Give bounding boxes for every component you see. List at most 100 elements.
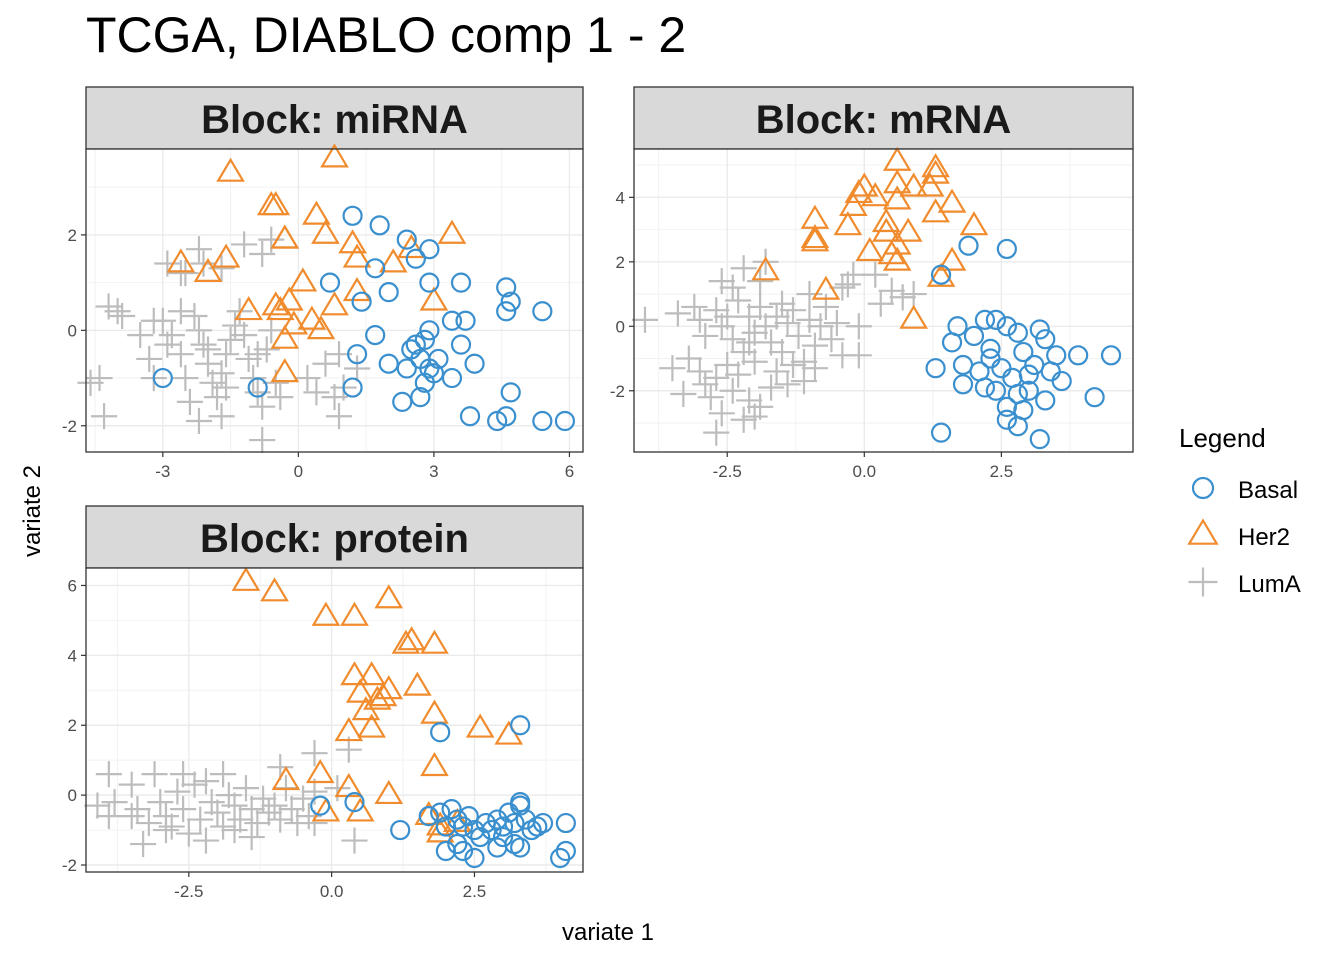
- panel-protein-strip: [85, 505, 584, 569]
- point-luma: [231, 322, 258, 349]
- point-luma: [769, 290, 796, 317]
- point-basal: [980, 348, 1001, 369]
- point-luma: [681, 293, 708, 320]
- point-luma: [818, 326, 845, 353]
- point-basal: [985, 380, 1007, 401]
- x-tick-label: -3: [155, 462, 170, 481]
- point-luma: [210, 813, 237, 840]
- point-luma: [703, 364, 730, 391]
- point-basal: [1007, 322, 1028, 343]
- point-her2: [166, 248, 196, 273]
- point-basal: [500, 382, 521, 403]
- point-luma: [290, 785, 317, 812]
- legend-key-her2: [1187, 518, 1219, 545]
- x-tick-label: 2.5: [990, 462, 1014, 481]
- point-basal: [430, 802, 451, 823]
- point-luma: [321, 384, 348, 411]
- point-basal: [1051, 370, 1072, 392]
- point-basal: [459, 406, 481, 427]
- point-basal: [555, 812, 576, 834]
- point-luma: [725, 361, 752, 388]
- point-basal: [952, 374, 974, 395]
- series-luma-protein: [84, 736, 368, 858]
- point-her2: [211, 243, 241, 268]
- point-luma: [659, 355, 686, 382]
- point-luma: [303, 379, 330, 406]
- point-basal: [487, 837, 508, 858]
- point-her2: [261, 291, 291, 316]
- point-luma: [823, 310, 850, 337]
- point-basal: [1035, 329, 1056, 350]
- point-her2: [357, 713, 386, 738]
- point-luma: [719, 377, 746, 404]
- point-basal: [980, 338, 1001, 359]
- legend-label-basal: Basal: [1238, 477, 1298, 504]
- point-luma: [796, 306, 823, 333]
- point-basal: [396, 229, 417, 250]
- point-basal: [930, 264, 952, 285]
- point-her2: [193, 257, 223, 282]
- legend-symbol-luma: [1188, 567, 1218, 597]
- point-luma: [181, 302, 208, 330]
- point-basal: [447, 809, 468, 830]
- point-luma: [867, 290, 894, 317]
- point-basal: [310, 795, 331, 816]
- point-basal: [1100, 345, 1122, 366]
- point-basal: [1029, 429, 1050, 450]
- point-luma: [149, 307, 176, 334]
- series-luma-mirna: [77, 226, 371, 454]
- point-her2: [271, 765, 301, 791]
- point-luma: [747, 293, 774, 320]
- point-basal: [365, 258, 386, 279]
- point-luma: [232, 775, 260, 802]
- point-luma: [244, 810, 271, 837]
- point-luma: [147, 789, 174, 816]
- point-luma: [807, 313, 834, 340]
- point-her2: [340, 661, 369, 686]
- point-luma: [227, 806, 254, 833]
- point-her2: [397, 626, 426, 651]
- panel-mirna-points: [77, 143, 576, 454]
- point-luma: [258, 317, 285, 344]
- point-her2: [216, 157, 245, 182]
- point-luma: [889, 284, 916, 311]
- point-luma: [675, 345, 702, 372]
- point-luma: [238, 796, 265, 823]
- point-basal: [1084, 387, 1105, 408]
- legend-symbol-her2: [1187, 518, 1219, 545]
- panel-mrna-border: [633, 148, 1134, 453]
- point-luma: [210, 761, 237, 788]
- point-basal: [390, 819, 411, 841]
- point-luma: [741, 348, 768, 375]
- point-luma: [267, 384, 294, 411]
- legend-title: Legend: [1179, 423, 1266, 453]
- point-luma: [730, 255, 757, 282]
- point-basal: [365, 324, 386, 346]
- point-luma: [763, 358, 790, 385]
- point-basal: [985, 309, 1007, 330]
- point-luma: [325, 403, 353, 430]
- point-luma: [172, 364, 199, 392]
- series-her2-mrna: [751, 146, 989, 329]
- point-luma: [250, 785, 277, 812]
- point-her2: [877, 240, 907, 265]
- point-luma: [95, 761, 122, 788]
- x-tick-label: 3: [429, 462, 438, 481]
- point-luma: [221, 817, 248, 844]
- point-luma: [344, 355, 371, 382]
- point-her2: [420, 699, 449, 724]
- point-basal: [996, 316, 1017, 337]
- point-luma: [796, 281, 823, 308]
- point-her2: [465, 713, 495, 738]
- point-basal: [405, 248, 426, 269]
- point-her2: [302, 200, 331, 225]
- point-basal: [996, 238, 1017, 260]
- panel-mrna-axes: -2.5 0.0 2.5 -2 0 2 4: [610, 188, 1013, 481]
- series-her2-mirna: [166, 143, 467, 383]
- point-basal: [930, 422, 952, 443]
- point-luma: [187, 806, 214, 833]
- point-basal: [419, 320, 440, 341]
- point-luma: [181, 771, 208, 798]
- point-her2: [305, 758, 335, 784]
- panel-mirna: Block: miRNA -3 0 3 6 -2 0 2: [62, 86, 584, 481]
